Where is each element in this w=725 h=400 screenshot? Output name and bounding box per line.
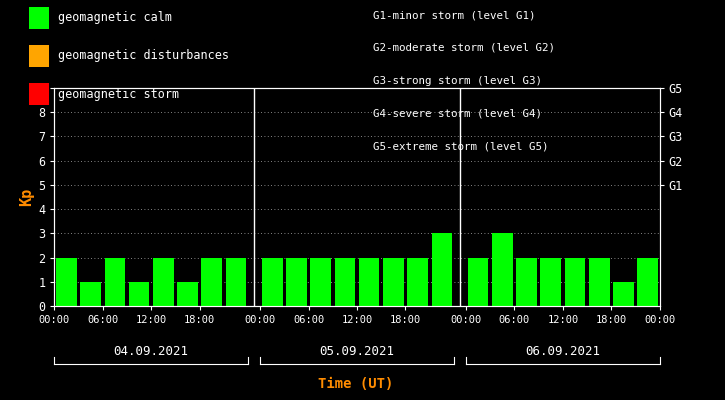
Bar [407, 258, 428, 306]
Bar [492, 233, 513, 306]
Text: G5-extreme storm (level G5): G5-extreme storm (level G5) [373, 142, 549, 152]
Text: 05.09.2021: 05.09.2021 [320, 345, 394, 358]
Bar [383, 258, 404, 306]
Text: 04.09.2021: 04.09.2021 [114, 345, 188, 358]
Bar [431, 233, 452, 306]
Text: G1-minor storm (level G1): G1-minor storm (level G1) [373, 10, 536, 20]
Bar [565, 258, 585, 306]
Text: 06.09.2021: 06.09.2021 [526, 345, 600, 358]
Text: geomagnetic calm: geomagnetic calm [58, 12, 172, 24]
Bar [516, 258, 536, 306]
Bar [129, 282, 149, 306]
Bar [613, 282, 634, 306]
Bar [310, 258, 331, 306]
Text: G4-severe storm (level G4): G4-severe storm (level G4) [373, 109, 542, 119]
Y-axis label: Kp: Kp [19, 188, 34, 206]
Bar [359, 258, 379, 306]
Bar [57, 258, 77, 306]
Bar [468, 258, 489, 306]
Text: G3-strong storm (level G3): G3-strong storm (level G3) [373, 76, 542, 86]
Bar [225, 258, 246, 306]
Text: geomagnetic storm: geomagnetic storm [58, 88, 179, 100]
Bar [202, 258, 222, 306]
Bar [178, 282, 198, 306]
Text: G2-moderate storm (level G2): G2-moderate storm (level G2) [373, 43, 555, 53]
Bar [153, 258, 173, 306]
Bar [104, 258, 125, 306]
Bar [262, 258, 283, 306]
Bar [80, 282, 101, 306]
Bar [335, 258, 355, 306]
Bar [637, 258, 658, 306]
Text: geomagnetic disturbances: geomagnetic disturbances [58, 50, 229, 62]
Bar [589, 258, 610, 306]
Text: Time (UT): Time (UT) [318, 377, 393, 391]
Bar [286, 258, 307, 306]
Bar [541, 258, 561, 306]
